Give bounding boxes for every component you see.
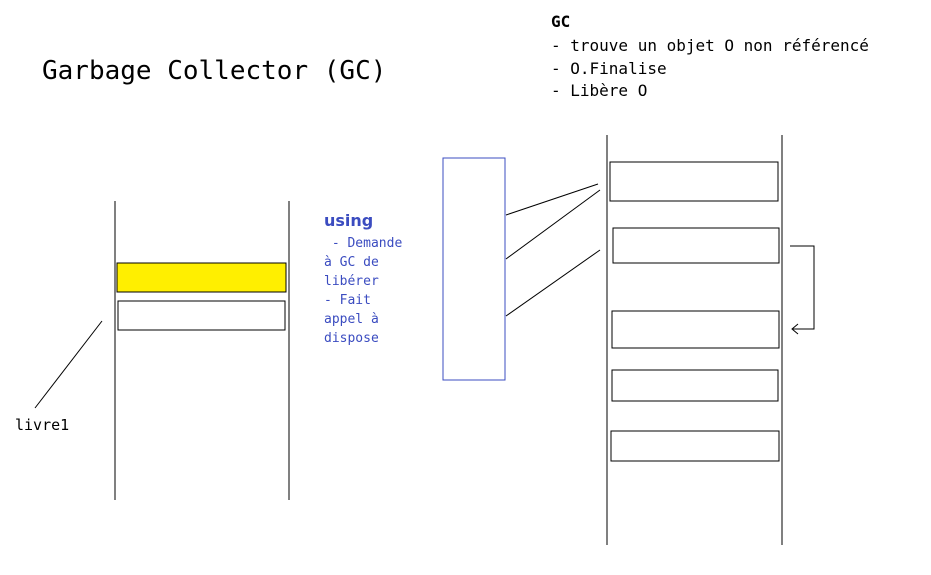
gc-heading: GC — [551, 12, 571, 31]
reference-line-3 — [505, 249, 601, 317]
using-note-line: à GC de — [324, 255, 379, 270]
heap-object-5 — [610, 430, 780, 462]
using-note-line: - Demande — [324, 236, 403, 251]
heap-object-3 — [611, 310, 780, 349]
gc-step: - Libère O — [551, 81, 648, 100]
gc-step: - trouve un objet O non référencé — [551, 36, 869, 55]
heap-object-2 — [612, 227, 780, 264]
livre1-pointer-line — [34, 320, 103, 409]
right-heap — [606, 135, 783, 545]
using-note-line: libérer — [324, 274, 379, 289]
reference-line-1 — [505, 183, 599, 216]
heap-object-4 — [611, 369, 779, 402]
variable-label-livre1: livre1 — [15, 416, 70, 434]
reference-line-2 — [505, 189, 601, 260]
using-note-line: appel à — [324, 312, 379, 327]
using-note-line: dispose — [324, 331, 379, 346]
using-heading: using — [324, 211, 374, 230]
heap-object-1 — [609, 161, 779, 202]
compaction-arrowhead — [791, 323, 799, 335]
gc-step: - O.Finalise — [551, 59, 667, 78]
highlighted-slot — [116, 262, 287, 293]
livre1-slot — [117, 300, 286, 331]
diagram-title: Garbage Collector (GC) — [42, 56, 387, 86]
left-memory-stack — [114, 201, 290, 500]
compaction-arrow — [790, 245, 815, 330]
reference-box — [442, 157, 506, 381]
using-note-line: - Fait — [324, 293, 371, 308]
